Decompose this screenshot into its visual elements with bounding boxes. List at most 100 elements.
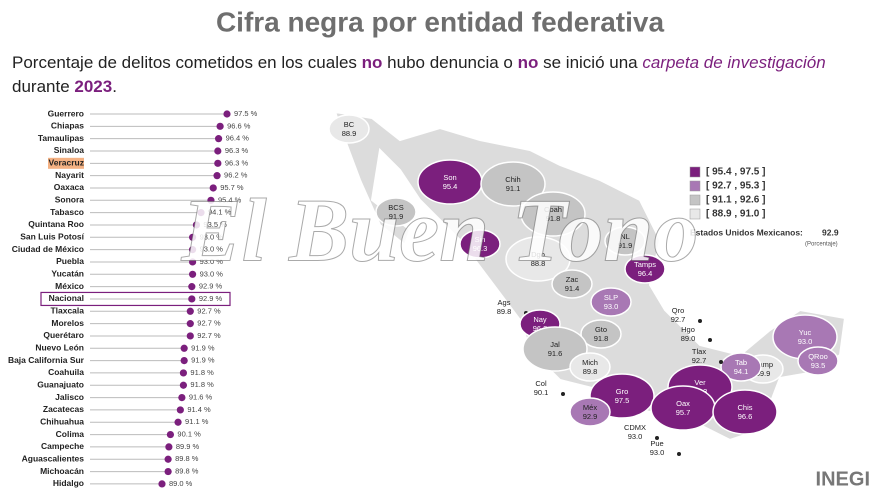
dot xyxy=(197,209,205,217)
value-label: 91.8 % xyxy=(190,368,214,377)
state-abbr: Méx xyxy=(583,403,597,412)
state-region xyxy=(712,389,778,435)
category-label: Guerrero xyxy=(48,108,84,118)
state-region xyxy=(522,326,588,372)
value-label: 95.7 % xyxy=(220,183,244,192)
legend-label: [ 92.7 , 95.3 ] xyxy=(706,181,765,192)
state-marker xyxy=(561,392,565,396)
state-abbr: Ags xyxy=(498,298,511,307)
state-abbr: Chis xyxy=(737,403,752,412)
state-abbr: Gro xyxy=(616,387,629,396)
state-abbr: Chih xyxy=(505,175,520,184)
state-value: 92.7 xyxy=(692,356,707,365)
state-abbr: Coah xyxy=(544,205,562,214)
category-label: Michoacán xyxy=(40,466,84,476)
subtitle-part: hubo denuncia o xyxy=(382,53,517,72)
national-value: 92.9 xyxy=(822,227,839,237)
value-label: 95.4 % xyxy=(218,195,242,204)
dot xyxy=(188,233,197,241)
legend-label: [ 88.9 , 91.0 ] xyxy=(706,209,765,220)
dot xyxy=(188,283,196,291)
value-label: 96.6 % xyxy=(227,121,251,130)
dot xyxy=(186,320,194,328)
state-abbr: Jal xyxy=(550,340,560,349)
category-label: San Luis Potosí xyxy=(20,232,84,242)
logo: INEGI xyxy=(816,468,870,490)
state-abbr: Tab xyxy=(735,358,747,367)
dot xyxy=(165,443,173,451)
legend-label: [ 91.1 , 92.6 ] xyxy=(706,195,765,206)
value-label: 93.0 % xyxy=(200,257,224,266)
state-abbr: QRoo xyxy=(808,352,828,361)
dot xyxy=(214,159,222,167)
subtitle-part: Porcentaje de delitos cometidos en los c… xyxy=(12,53,362,72)
state-region xyxy=(590,287,632,317)
category-label: Coahuila xyxy=(48,367,84,377)
dot xyxy=(223,110,231,118)
value-label: 96.2 % xyxy=(224,171,248,180)
category-label: Yucatán xyxy=(51,269,84,279)
legend-swatch xyxy=(689,180,701,192)
state-abbr: Hgo xyxy=(681,325,695,334)
state-region xyxy=(720,352,762,382)
category-label: Jalisco xyxy=(55,392,84,402)
state-value: 93.0 xyxy=(650,448,665,457)
state-region xyxy=(505,236,571,282)
dot xyxy=(179,381,188,389)
legend-swatch xyxy=(689,166,701,178)
value-label: 91.1 % xyxy=(185,417,209,426)
state-marker xyxy=(677,452,681,456)
dot xyxy=(188,270,197,278)
state-value: 93.5 xyxy=(811,361,826,370)
category-label: Guanajuato xyxy=(37,380,84,390)
state-abbr: Tamps xyxy=(634,260,656,269)
state-value: 91.8 xyxy=(594,334,609,343)
value-label: 92.7 % xyxy=(197,319,221,328)
category-label: Oaxaca xyxy=(54,182,85,192)
category-label: Baja California Sur xyxy=(8,355,85,365)
state-value: 96.4 xyxy=(638,269,653,278)
state-value: 88.9 xyxy=(342,129,357,138)
state-value: 91.8 xyxy=(546,214,561,223)
state-marker xyxy=(655,436,659,440)
state-region xyxy=(520,191,586,237)
dot xyxy=(186,307,194,315)
state-abbr: Son xyxy=(443,173,456,182)
state-abbr: Nay xyxy=(533,315,547,324)
state-value: 91.6 xyxy=(548,349,563,358)
value-label: 96.3 % xyxy=(225,158,249,167)
state-abbr: BC xyxy=(344,120,355,129)
state-region xyxy=(480,161,546,207)
state-abbr: CDMX xyxy=(624,423,646,432)
state-value: 89.0 xyxy=(681,334,696,343)
boxed-row xyxy=(40,291,231,307)
subtitle-part: carpeta de investigación xyxy=(642,53,825,72)
state-region xyxy=(797,346,839,376)
state-value: 96.6 xyxy=(738,412,753,421)
value-label: 93.5 % xyxy=(203,220,227,229)
state-value: 90.1 xyxy=(534,388,549,397)
state-region xyxy=(580,319,622,349)
category-label: Colima xyxy=(56,429,85,439)
value-label: 89.0 % xyxy=(169,479,193,488)
legend-swatch xyxy=(689,194,701,206)
dot xyxy=(164,455,172,463)
state-value: 97.5 xyxy=(615,396,630,405)
value-label: 93.0 % xyxy=(200,245,224,254)
state-abbr: Sin xyxy=(475,235,486,244)
subtitle-part: no xyxy=(518,53,539,72)
state-abbr: Col xyxy=(535,379,547,388)
dot xyxy=(176,406,184,414)
value-label: 91.4 % xyxy=(187,405,211,414)
dot xyxy=(214,147,222,155)
state-abbr: Mich xyxy=(582,358,598,367)
state-value: 95.7 xyxy=(676,408,691,417)
state-region xyxy=(569,397,611,427)
state-abbr: Dgo xyxy=(531,250,545,259)
category-label: Morelos xyxy=(51,318,84,328)
state-value: 93.0 xyxy=(798,337,813,346)
state-marker xyxy=(719,360,723,364)
state-abbr: Yuc xyxy=(799,328,812,337)
value-label: 91.9 % xyxy=(191,356,215,365)
state-abbr: Zac xyxy=(566,275,579,284)
